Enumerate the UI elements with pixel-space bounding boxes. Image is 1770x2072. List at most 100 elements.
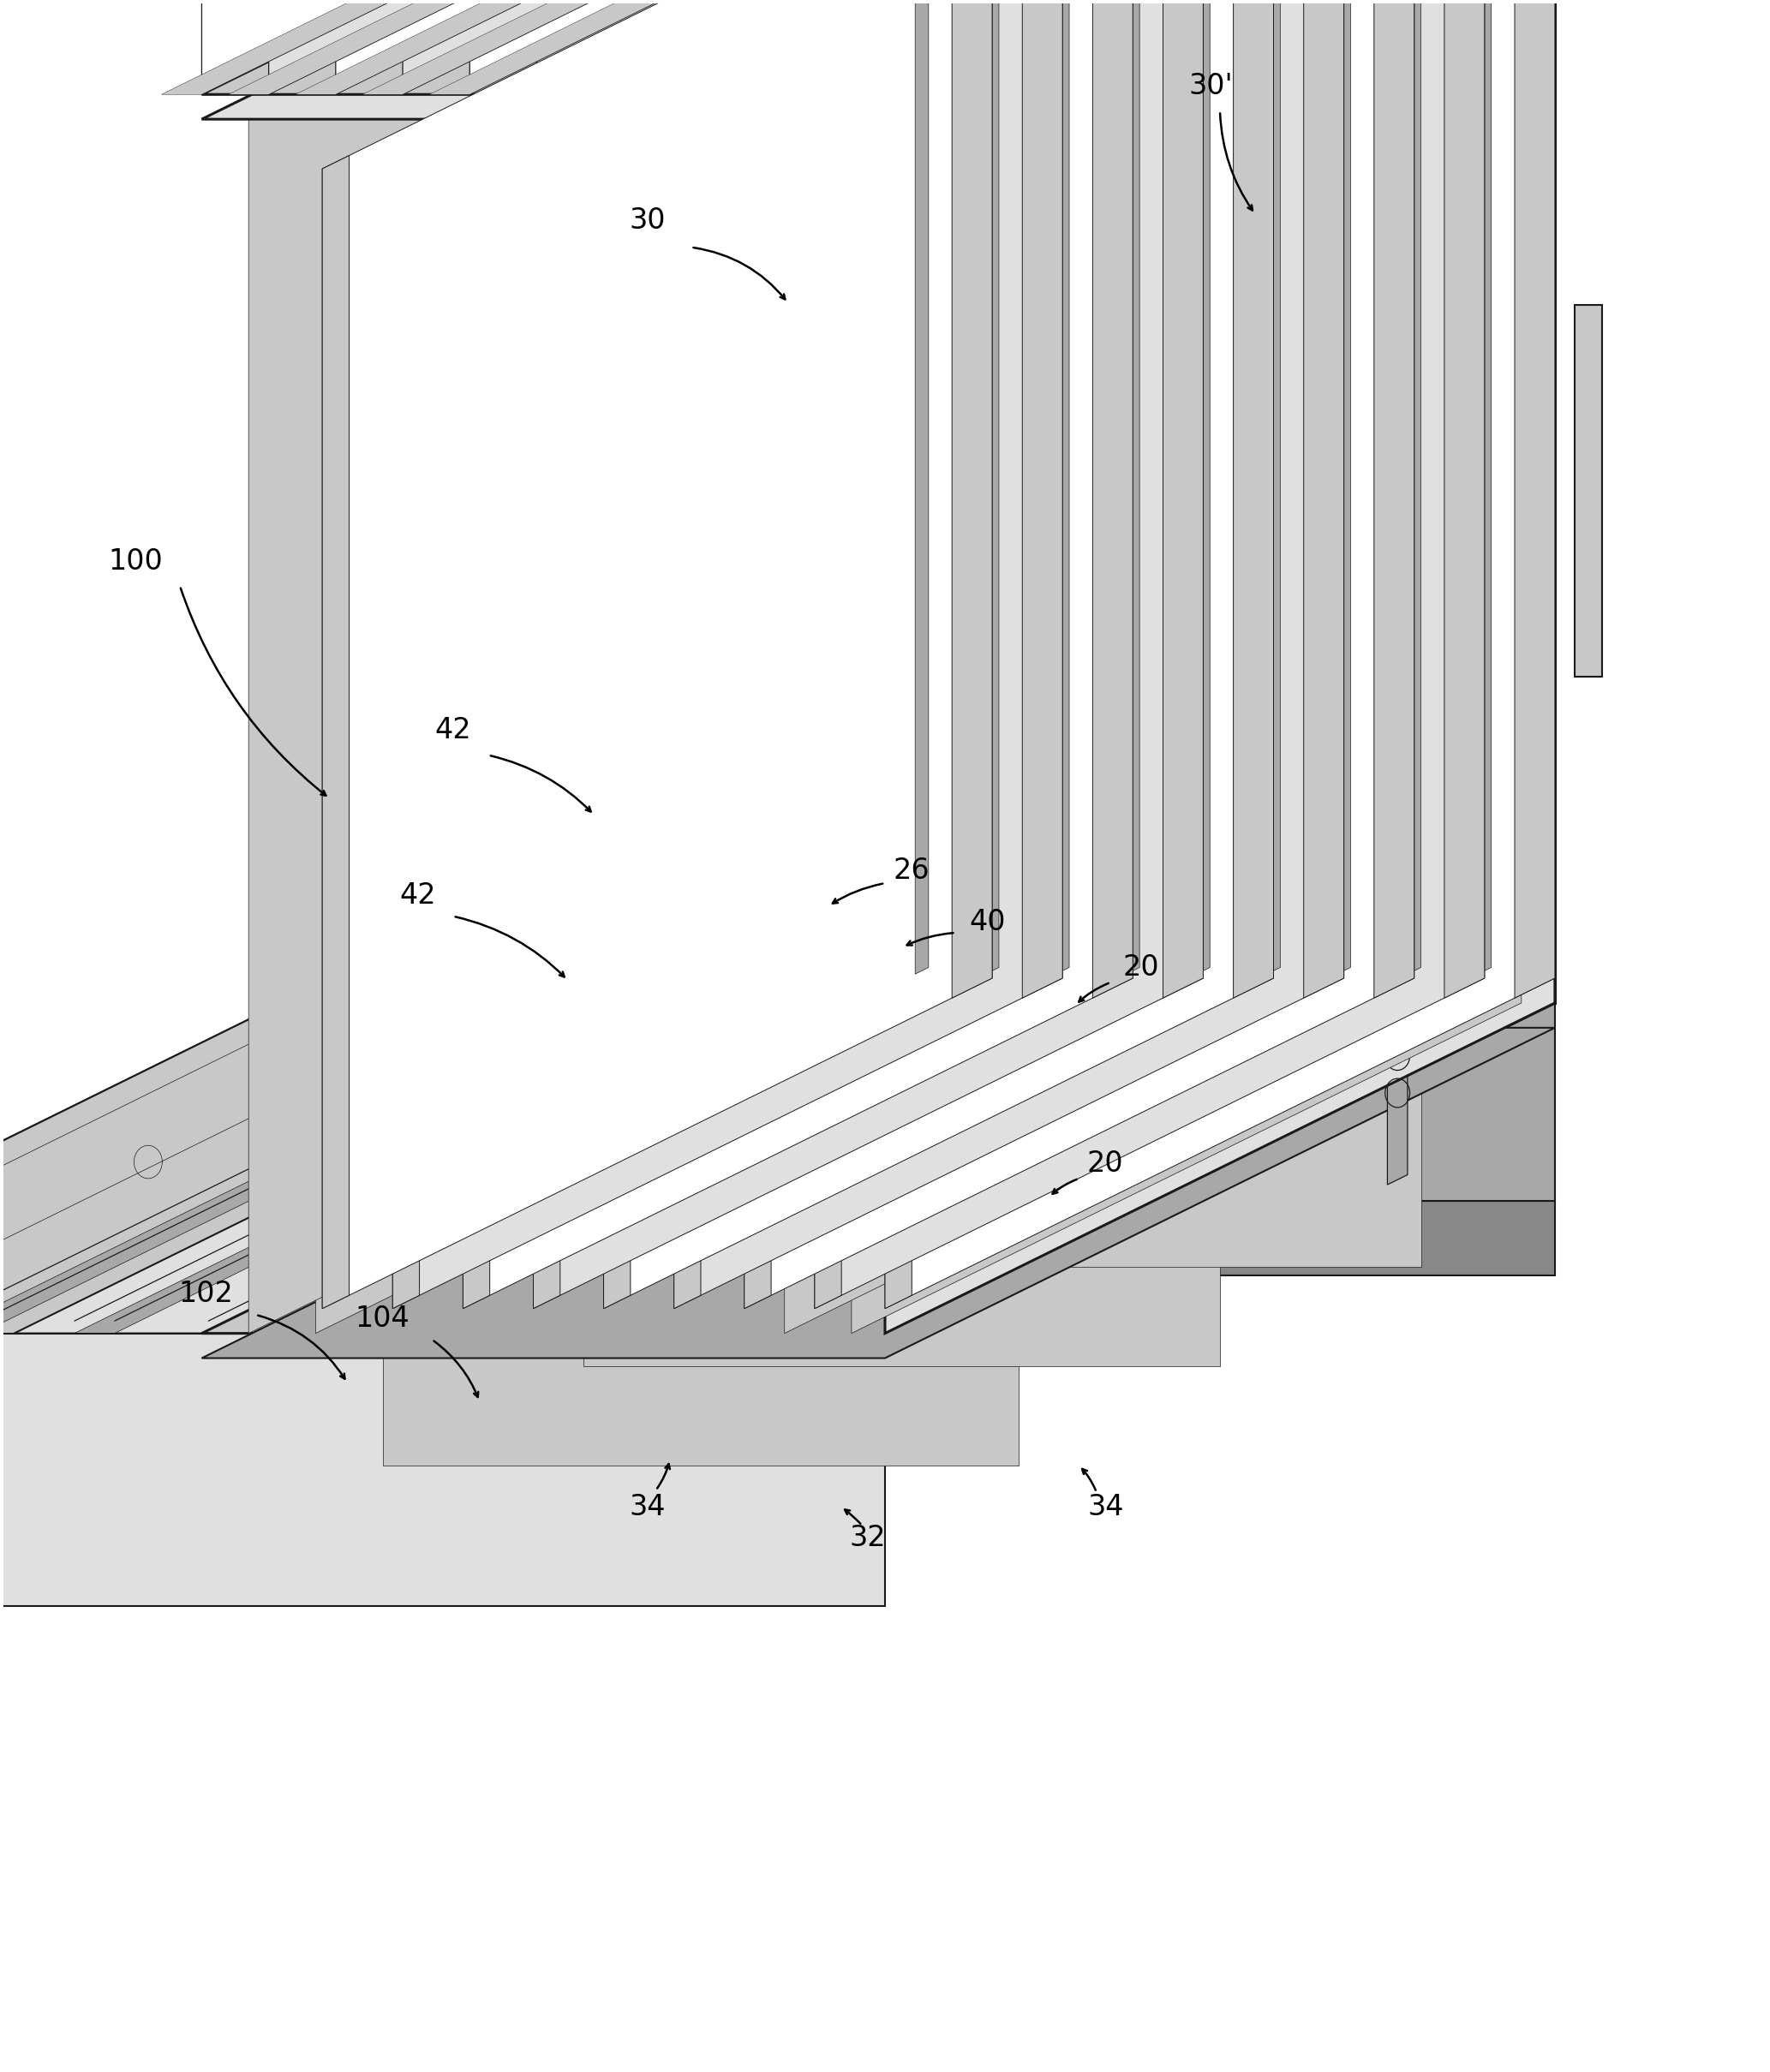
Polygon shape	[904, 95, 1522, 114]
Polygon shape	[851, 0, 1522, 1334]
Polygon shape	[919, 988, 938, 1185]
Polygon shape	[604, 0, 1274, 1310]
Polygon shape	[1234, 0, 1274, 999]
Circle shape	[1304, 340, 1336, 377]
Polygon shape	[228, 0, 938, 95]
Polygon shape	[315, 0, 986, 1334]
Polygon shape	[393, 0, 1062, 1310]
Polygon shape	[1197, 0, 1211, 974]
Polygon shape	[1374, 0, 1414, 999]
Polygon shape	[919, 0, 1522, 251]
Polygon shape	[476, 1003, 1186, 1334]
Polygon shape	[938, 769, 1501, 1096]
Polygon shape	[904, 562, 1522, 580]
Polygon shape	[464, 0, 1133, 1310]
Polygon shape	[904, 174, 1522, 193]
Text: 32: 32	[850, 1523, 885, 1552]
Polygon shape	[904, 327, 1522, 346]
Text: 30: 30	[628, 207, 666, 234]
Polygon shape	[563, 0, 1274, 95]
Polygon shape	[464, 155, 490, 1310]
Polygon shape	[1023, 0, 1062, 999]
Polygon shape	[296, 0, 1005, 95]
Polygon shape	[904, 910, 1522, 928]
Polygon shape	[74, 1003, 784, 1334]
Polygon shape	[0, 1334, 885, 1606]
Polygon shape	[745, 155, 772, 1310]
Polygon shape	[919, 858, 1522, 1243]
Polygon shape	[281, 1202, 1554, 1276]
Polygon shape	[584, 1169, 1220, 1365]
Polygon shape	[496, 0, 1207, 95]
Polygon shape	[604, 0, 1274, 95]
Polygon shape	[0, 1003, 1554, 1334]
Polygon shape	[1267, 0, 1280, 974]
Polygon shape	[248, 0, 919, 1334]
Text: 34: 34	[628, 1492, 666, 1521]
Polygon shape	[738, 0, 1407, 95]
Polygon shape	[202, 1028, 1554, 1357]
Polygon shape	[0, 1276, 235, 1631]
Polygon shape	[938, 522, 1501, 850]
Polygon shape	[536, 0, 1207, 95]
Polygon shape	[904, 640, 1522, 659]
Polygon shape	[919, 238, 1522, 624]
Polygon shape	[469, 0, 1140, 95]
Polygon shape	[382, 1268, 1020, 1465]
Polygon shape	[0, 1003, 651, 1334]
Polygon shape	[611, 1003, 1320, 1334]
Polygon shape	[674, 155, 701, 1310]
Polygon shape	[0, 1336, 281, 1718]
Text: 42: 42	[400, 881, 435, 910]
Polygon shape	[784, 0, 1455, 1334]
Polygon shape	[322, 0, 993, 1310]
Polygon shape	[919, 611, 1522, 995]
Polygon shape	[0, 1399, 281, 1780]
Polygon shape	[404, 0, 1073, 95]
Polygon shape	[986, 0, 998, 974]
Polygon shape	[938, 893, 1501, 1220]
Polygon shape	[805, 0, 1474, 95]
Polygon shape	[0, 1276, 281, 1631]
Polygon shape	[904, 794, 1522, 812]
Polygon shape	[938, 0, 1501, 230]
Polygon shape	[1407, 0, 1421, 974]
Polygon shape	[1515, 0, 1554, 999]
Polygon shape	[885, 155, 912, 1310]
Polygon shape	[674, 0, 1343, 1310]
Polygon shape	[919, 487, 1522, 870]
Text: 40: 40	[968, 908, 1005, 937]
Polygon shape	[938, 398, 1501, 725]
Polygon shape	[430, 0, 1140, 95]
Text: 34: 34	[1087, 1492, 1124, 1521]
Polygon shape	[904, 872, 1522, 891]
Polygon shape	[0, 1202, 281, 1606]
Text: 26: 26	[894, 856, 929, 885]
Circle shape	[1304, 713, 1336, 748]
Polygon shape	[1163, 0, 1204, 999]
Polygon shape	[938, 644, 1501, 972]
Polygon shape	[202, 0, 1554, 120]
Polygon shape	[904, 406, 1522, 425]
Polygon shape	[393, 155, 419, 1310]
Polygon shape	[671, 0, 1340, 95]
Polygon shape	[1336, 0, 1351, 974]
Polygon shape	[952, 0, 993, 999]
Polygon shape	[784, 1069, 1421, 1268]
Polygon shape	[1126, 0, 1140, 974]
Polygon shape	[871, 0, 1554, 1003]
Polygon shape	[938, 25, 1501, 352]
Polygon shape	[1388, 988, 1407, 1185]
Polygon shape	[202, 0, 1554, 95]
Polygon shape	[814, 155, 841, 1310]
Polygon shape	[202, 0, 1554, 95]
Text: 20: 20	[1087, 1150, 1124, 1179]
Polygon shape	[269, 0, 938, 95]
Polygon shape	[202, 0, 871, 95]
Polygon shape	[342, 1003, 1053, 1334]
Polygon shape	[915, 0, 929, 974]
Text: 30': 30'	[1189, 73, 1234, 99]
Polygon shape	[1057, 0, 1069, 974]
Text: 42: 42	[435, 717, 471, 744]
Polygon shape	[281, 1003, 1554, 1202]
